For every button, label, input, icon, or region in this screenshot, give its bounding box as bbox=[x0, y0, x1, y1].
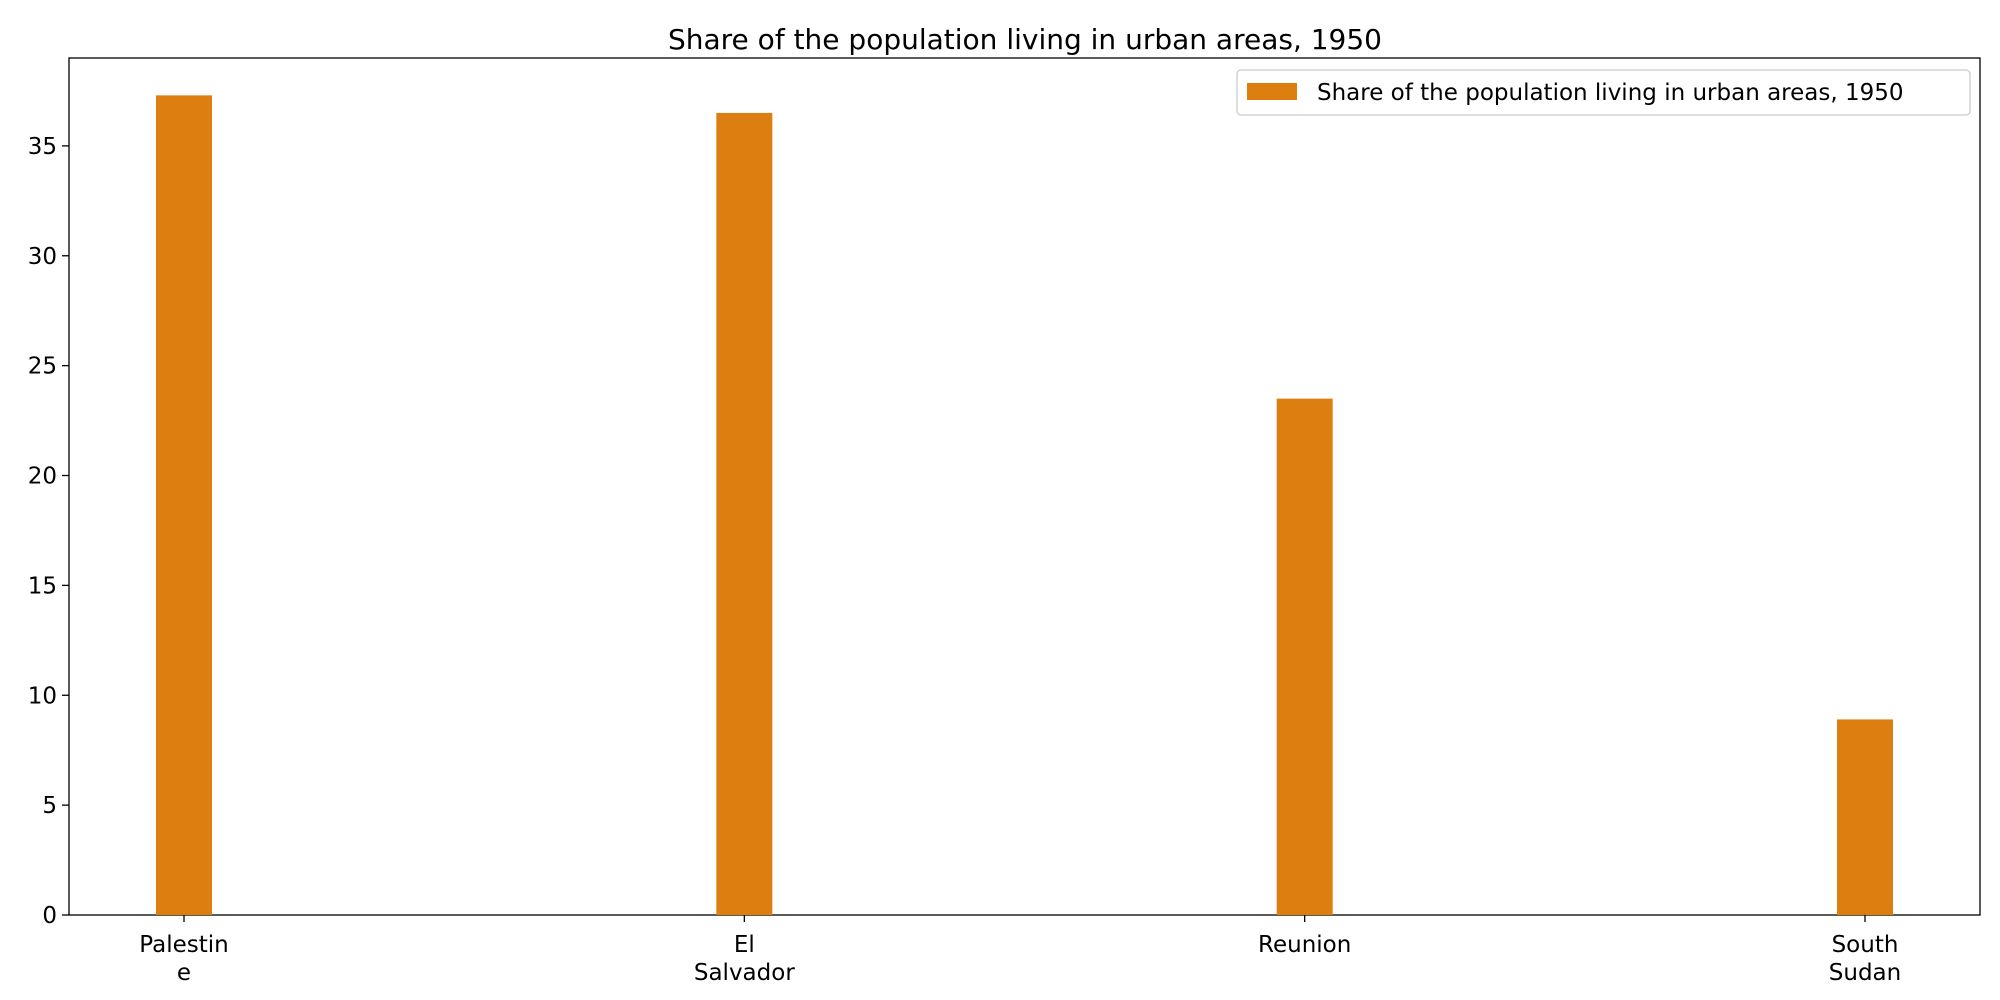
y-tick-label: 0 bbox=[42, 903, 57, 929]
x-tick-label-line: Salvador bbox=[694, 960, 795, 986]
y-axis: 0 5 10 15 20 25 30 35 bbox=[28, 134, 69, 929]
bar-series bbox=[156, 95, 1893, 916]
y-tick-label: 5 bbox=[42, 793, 57, 819]
bar bbox=[716, 112, 773, 915]
legend-swatch bbox=[1247, 83, 1297, 100]
plot-area-frame bbox=[68, 57, 1981, 916]
x-tick-label-line: Reunion bbox=[1258, 932, 1351, 958]
y-tick-label: 15 bbox=[28, 573, 57, 599]
bar bbox=[156, 95, 212, 916]
y-tick-label: 35 bbox=[28, 134, 57, 160]
x-tick-label: Reunion bbox=[1258, 932, 1351, 958]
legend-label: Share of the population living in urban … bbox=[1317, 80, 1904, 106]
x-tick-label: Palestin e bbox=[139, 932, 228, 986]
y-tick-label: 20 bbox=[28, 464, 57, 490]
x-tick-label-line: El bbox=[734, 932, 755, 958]
bar bbox=[1837, 719, 1893, 915]
x-tick-label-line: Palestin bbox=[139, 932, 228, 958]
x-tick-label: El Salvador bbox=[694, 932, 795, 986]
x-tick-label-line: e bbox=[177, 960, 191, 986]
chart-title: Share of the population living in urban … bbox=[668, 23, 1382, 56]
x-axis: Palestin e El Salvador Reunion South Sudan bbox=[139, 915, 1901, 986]
y-tick-label: 10 bbox=[28, 683, 57, 709]
legend: Share of the population living in urban … bbox=[1236, 69, 1971, 116]
y-tick-label: 25 bbox=[28, 354, 57, 380]
x-tick-label: South Sudan bbox=[1829, 932, 1901, 986]
y-tick-label: 30 bbox=[28, 244, 57, 270]
x-tick-label-line: South bbox=[1832, 932, 1899, 958]
x-tick-label-line: Sudan bbox=[1829, 960, 1901, 986]
legend-box bbox=[1236, 69, 1971, 116]
bar bbox=[1276, 398, 1333, 916]
